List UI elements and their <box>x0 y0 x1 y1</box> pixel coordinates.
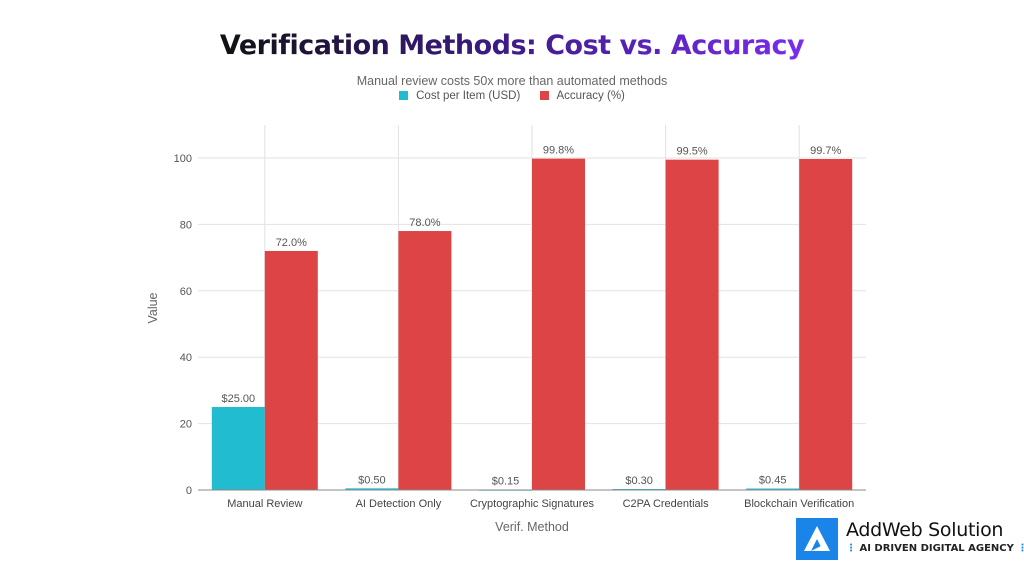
x-tick-label: AI Detection Only <box>356 498 442 510</box>
chart-subtitle: Manual review costs 50x more than automa… <box>356 74 668 88</box>
logo-mark-icon <box>796 518 838 560</box>
data-label: $0.30 <box>625 475 653 487</box>
data-label: 99.8% <box>543 145 574 157</box>
y-tick-label: 80 <box>180 219 192 231</box>
legend: Cost per Item (USD) Accuracy (%) <box>0 90 1024 102</box>
chart-title: Verification Methods: Cost vs. Accuracy <box>219 30 805 61</box>
logo-tagline: ⋮ AI DRIVEN DIGITAL AGENCY ⋮ <box>846 543 1024 554</box>
data-label: $0.15 <box>492 476 520 488</box>
x-axis-title: Verif. Method <box>495 520 569 534</box>
data-label: $0.45 <box>759 475 787 487</box>
legend-swatch-cost <box>399 91 409 100</box>
data-label: 78.0% <box>409 217 440 229</box>
data-label: 99.5% <box>676 146 707 158</box>
bar-accuracy <box>665 159 719 490</box>
x-tick-label: Blockchain Verification <box>744 498 854 510</box>
y-tick-label: 20 <box>180 419 192 431</box>
addweb-logo: AddWeb Solution ⋮ AI DRIVEN DIGITAL AGEN… <box>796 516 1024 562</box>
legend-label-cost: Cost per Item (USD) <box>416 90 521 102</box>
x-tick-label: C2PA Credentials <box>623 498 710 510</box>
bar-cost <box>345 488 399 490</box>
bar-accuracy <box>398 231 452 491</box>
y-tick-label: 60 <box>180 286 192 298</box>
legend-swatch-accuracy <box>539 91 549 100</box>
x-tick-label: Cryptographic Signatures <box>470 498 595 510</box>
y-tick-label: 0 <box>186 485 192 497</box>
logo-name: AddWeb Solution <box>846 519 1004 541</box>
y-tick-label: 100 <box>174 153 192 165</box>
x-tick-label: Manual Review <box>227 498 302 510</box>
bar-cost <box>746 488 800 490</box>
data-label: 72.0% <box>276 237 307 249</box>
y-tick-label: 40 <box>180 352 192 364</box>
legend-item-accuracy[interactable]: Accuracy (%) <box>539 90 625 102</box>
bar-accuracy <box>799 158 853 490</box>
data-label: $25.00 <box>221 393 255 405</box>
bar-accuracy <box>532 158 585 490</box>
bar-cost <box>211 407 265 490</box>
legend-label-accuracy: Accuracy (%) <box>556 90 625 102</box>
bar-accuracy <box>264 250 318 490</box>
data-label: 99.7% <box>810 145 841 157</box>
legend-item-cost[interactable]: Cost per Item (USD) <box>399 90 520 102</box>
data-label: $0.50 <box>358 474 386 486</box>
y-axis-title: Value <box>146 292 160 323</box>
